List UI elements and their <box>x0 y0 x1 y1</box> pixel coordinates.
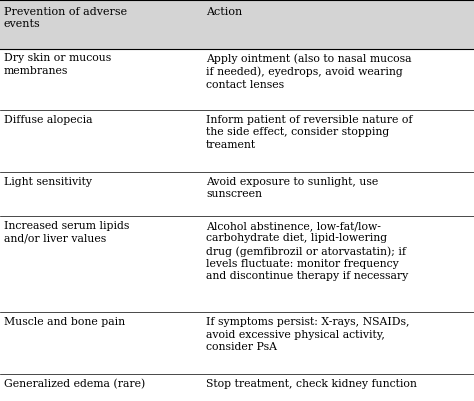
Text: Diffuse alopecia: Diffuse alopecia <box>4 115 92 125</box>
Bar <box>0 110 474 172</box>
Text: Alcohol abstinence, low-fat/low-
carbohydrate diet, lipid-lowering
drug (gemfibr: Alcohol abstinence, low-fat/low- carbohy… <box>206 221 409 282</box>
Text: Inform patient of reversible nature of
the side effect, consider stopping
treame: Inform patient of reversible nature of t… <box>206 115 413 150</box>
Text: Generalized edema (rare): Generalized edema (rare) <box>4 379 145 389</box>
Text: Muscle and bone pain: Muscle and bone pain <box>4 317 125 327</box>
Text: Prevention of adverse
events: Prevention of adverse events <box>4 6 127 29</box>
Bar <box>0 172 474 216</box>
Text: Light sensitivity: Light sensitivity <box>4 177 92 187</box>
Bar <box>0 216 474 312</box>
Text: If symptoms persist: X-rays, NSAIDs,
avoid excessive physical activity,
consider: If symptoms persist: X-rays, NSAIDs, avo… <box>206 317 410 352</box>
Text: Stop treatment, check kidney function: Stop treatment, check kidney function <box>206 379 417 389</box>
Bar <box>0 374 474 401</box>
Bar <box>0 312 474 374</box>
Bar <box>0 49 474 110</box>
Text: Dry skin or mucous
membranes: Dry skin or mucous membranes <box>4 53 111 76</box>
Bar <box>0 0 474 49</box>
Text: Action: Action <box>206 6 242 16</box>
Text: Apply ointment (also to nasal mucosa
if needed), eyedrops, avoid wearing
contact: Apply ointment (also to nasal mucosa if … <box>206 53 412 89</box>
Text: Avoid exposure to sunlight, use
sunscreen: Avoid exposure to sunlight, use sunscree… <box>206 177 378 199</box>
Text: Increased serum lipids
and/or liver values: Increased serum lipids and/or liver valu… <box>4 221 129 243</box>
